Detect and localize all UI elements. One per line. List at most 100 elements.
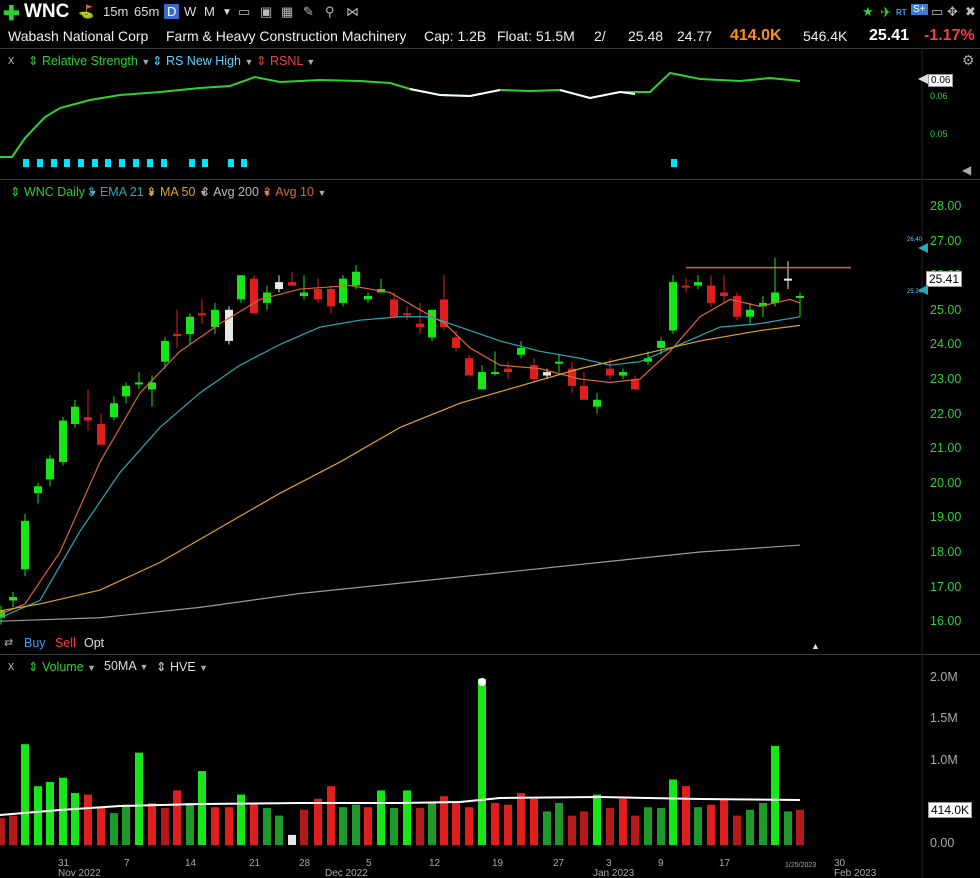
volume-50ma-line <box>0 795 801 816</box>
date-axis-label: 21 <box>249 858 261 869</box>
date-axis-label: 7 <box>124 858 130 869</box>
candle-body <box>59 420 67 463</box>
date-axis-label: 5 <box>366 858 372 869</box>
candle-body <box>720 292 728 296</box>
ema21-text: EMA 21 <box>99 185 144 199</box>
candle-body <box>0 610 5 618</box>
s-plus-badge[interactable]: S+ <box>911 4 928 15</box>
volume-bar <box>377 790 385 845</box>
scroll-up-icon[interactable]: ▲ <box>811 641 820 651</box>
rsnl-label[interactable]: ⇕ RSNL ▼ <box>256 54 316 68</box>
symbol-label[interactable]: WNC <box>24 1 70 22</box>
volume-bar <box>339 807 347 845</box>
ma50-label[interactable]: ⇕ MA 50 ▼ <box>146 185 208 199</box>
comment-icon[interactable]: ▣ <box>260 4 273 19</box>
drawing-tool-icon[interactable]: ⛳ <box>78 4 95 19</box>
volume-bar <box>314 798 322 845</box>
rs-value-badge: 0.06 <box>928 74 954 87</box>
volume-bar <box>440 796 448 845</box>
pin-icon[interactable]: ✈ <box>880 4 892 20</box>
price-axis-label: 23.00 <box>930 372 962 386</box>
timeframe-daily[interactable]: D <box>164 4 180 19</box>
level-pointer <box>918 243 928 253</box>
wnc-daily-text: WNC Daily <box>23 185 86 199</box>
share-icon[interactable]: ⋈ <box>346 4 359 19</box>
candle-body <box>135 382 143 385</box>
price-axis-label: 19.00 <box>930 510 962 525</box>
rs-new-high-marker <box>189 159 195 167</box>
avg200-label[interactable]: ⇕ Avg 200 ▼ <box>200 185 272 199</box>
hve-text: HVE <box>169 660 196 674</box>
rs-new-high-label[interactable]: ⇕ RS New High ▼ <box>152 54 254 68</box>
volume-bar <box>491 803 499 845</box>
volume-label[interactable]: ⇕ Volume ▼ <box>28 660 97 674</box>
volume-bar <box>97 807 105 845</box>
50ma-text: 50MA <box>104 659 136 673</box>
day-low: 24.77 <box>677 28 713 44</box>
volume-bar <box>707 804 715 845</box>
avg-volume: 546.4K <box>803 28 848 44</box>
price-axis-label: 25.00 <box>930 302 962 317</box>
timeframe-15m[interactable]: 15m <box>103 4 129 19</box>
wnc-daily-label[interactable]: ⇕ WNC Daily ▼ <box>10 185 98 199</box>
rs-panel-close[interactable]: x <box>8 53 15 67</box>
trade-icon[interactable]: ⇄ <box>4 637 14 649</box>
rs-label[interactable]: ⇕ Relative Strength ▼ <box>28 54 151 68</box>
price-axis-label: 16.00 <box>930 614 962 629</box>
candle-body <box>300 292 308 296</box>
sell-button[interactable]: Sell <box>55 636 76 650</box>
volume-axis-label: 1.0M <box>930 753 958 767</box>
ema21-label[interactable]: ⇕ EMA 21 ▼ <box>86 185 157 199</box>
rs-new-high-marker <box>228 159 234 167</box>
candle-body <box>694 282 702 286</box>
link-icon[interactable]: ⚲ <box>325 4 335 19</box>
candle-body <box>440 299 448 328</box>
move-icon[interactable]: ✥ <box>947 4 958 19</box>
timeframe-weekly[interactable]: W <box>184 4 197 19</box>
company-name: Wabash National Corp <box>8 28 149 44</box>
volume-bar <box>796 809 804 845</box>
avg10-label[interactable]: ⇕ Avg 10 ▼ <box>262 185 327 199</box>
minimize-icon[interactable]: ▭ <box>931 4 944 19</box>
volume-bar <box>746 809 754 845</box>
price-axis-label: 17.00 <box>930 579 962 594</box>
candle-body <box>530 365 538 379</box>
timeframe-65m[interactable]: 65m <box>134 4 160 19</box>
timeframe-monthly[interactable]: M <box>204 4 215 19</box>
settings-icon[interactable]: ⚙ <box>962 52 975 68</box>
vol-panel-close[interactable]: x <box>8 659 15 673</box>
volume-bar <box>478 678 486 845</box>
panel-collapse-icon[interactable]: ◀ <box>962 163 972 177</box>
price-axis-label: 22.00 <box>930 406 962 421</box>
price-axis-label: 27.00 <box>930 233 962 248</box>
candle-body <box>46 458 54 480</box>
rs-line-highlight <box>409 88 501 98</box>
buy-button[interactable]: Buy <box>24 636 46 650</box>
pencil-icon[interactable]: ✎ <box>303 4 314 19</box>
close-icon[interactable]: ✖ <box>965 4 976 19</box>
timeframe-dropdown-icon[interactable]: ▼ <box>222 7 232 18</box>
calculator-icon[interactable]: ▦ <box>281 4 294 19</box>
rt-label[interactable]: RT <box>896 8 907 17</box>
date-axis-label: 19 <box>492 858 504 869</box>
rs-line <box>0 71 801 158</box>
candle-body <box>593 399 601 407</box>
add-symbol-icon[interactable]: ✚ <box>3 3 20 25</box>
opt-button[interactable]: Opt <box>84 636 105 650</box>
candle-body <box>390 299 398 317</box>
candle-body <box>416 323 424 328</box>
volume-bar <box>517 792 525 845</box>
candle-body <box>796 295 804 298</box>
candle-body <box>465 358 473 376</box>
star-icon[interactable]: ★ <box>862 4 874 19</box>
candle-body <box>555 361 563 364</box>
volume-bar <box>250 803 258 845</box>
hve-label[interactable]: ⇕ HVE ▼ <box>156 660 209 674</box>
level-label: 26.40 <box>907 237 923 243</box>
rs-new-high-marker <box>671 159 677 167</box>
volume-badge: 414.0K <box>928 802 973 818</box>
text-tool-icon[interactable]: ▭ <box>238 4 251 19</box>
50ma-label[interactable]: 50MA ▼ <box>104 659 149 673</box>
rs-new-high-marker <box>78 159 84 167</box>
